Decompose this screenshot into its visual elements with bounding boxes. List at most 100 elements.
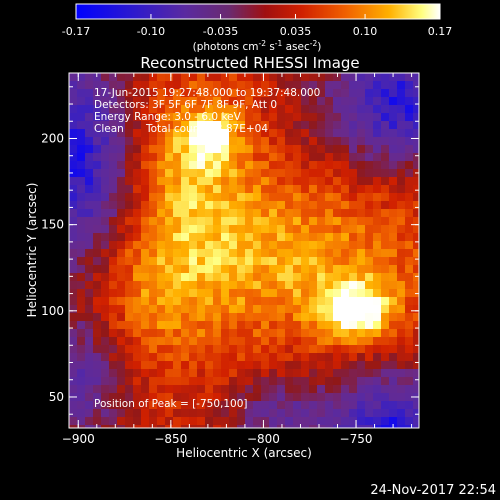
heatmap-cell (413, 225, 419, 234)
heatmap-cell (389, 169, 398, 178)
heatmap-cell (69, 97, 78, 106)
heatmap-cell (245, 377, 254, 386)
heatmap-cell (173, 265, 182, 274)
heatmap-cell (77, 401, 86, 410)
heatmap-cell (213, 417, 222, 426)
heatmap-cell (237, 113, 246, 122)
heatmap-cell (277, 249, 286, 258)
heatmap-cell (349, 137, 358, 146)
heatmap-cell (197, 121, 206, 130)
heatmap-cell (181, 393, 190, 402)
heatmap-cell (349, 193, 358, 202)
heatmap-cell (349, 345, 358, 354)
heatmap-cell (141, 185, 150, 194)
heatmap-cell (349, 249, 358, 258)
heatmap-cell (333, 81, 342, 90)
heatmap-cell (93, 385, 102, 394)
heatmap-cell (173, 97, 182, 106)
heatmap-cell (373, 273, 382, 282)
heatmap-cell (397, 121, 406, 130)
heatmap-cell (277, 185, 286, 194)
heatmap-cell (325, 169, 334, 178)
heatmap-cell (381, 249, 390, 258)
heatmap-cell (341, 393, 350, 402)
heatmap-cell (365, 217, 374, 226)
heatmap-cell (405, 129, 414, 138)
heatmap-cell (405, 417, 414, 426)
heatmap-cell (221, 201, 230, 210)
heatmap-cell (221, 217, 230, 226)
annotation-energy-range: Energy Range: 3.0 - 6.0 keV (94, 111, 242, 123)
heatmap-cell (309, 297, 318, 306)
heatmap-cell (293, 377, 302, 386)
heatmap-cell (397, 113, 406, 122)
heatmap-cell (93, 289, 102, 298)
heatmap-cell (149, 289, 158, 298)
heatmap-cell (293, 417, 302, 426)
heatmap-cell (245, 169, 254, 178)
x-tick-label: −900 (62, 432, 95, 446)
heatmap-cell (389, 97, 398, 106)
heatmap-cell (317, 81, 326, 90)
heatmap-cell (317, 89, 326, 98)
heatmap-cell (117, 409, 126, 418)
heatmap-cell (357, 193, 366, 202)
heatmap-cell (413, 377, 419, 386)
heatmap-cell (133, 209, 142, 218)
heatmap-cell (405, 289, 414, 298)
heatmap-cell (189, 305, 198, 314)
heatmap-cell (301, 257, 310, 266)
heatmap-cell (277, 145, 286, 154)
heatmap-cell (189, 329, 198, 338)
heatmap-cell (133, 73, 142, 82)
heatmap-cell (261, 289, 270, 298)
heatmap-cell (69, 169, 78, 178)
heatmap-cell (205, 385, 214, 394)
heatmap-cell (365, 249, 374, 258)
heatmap-cell (77, 313, 86, 322)
heatmap-cell (205, 297, 214, 306)
heatmap-cell (165, 353, 174, 362)
heatmap-cell (349, 105, 358, 114)
heatmap-cell (125, 185, 134, 194)
heatmap-cell (165, 297, 174, 306)
heatmap-cell (213, 337, 222, 346)
heatmap-cell (165, 113, 174, 122)
heatmap-cell (405, 201, 414, 210)
heatmap-cell (349, 129, 358, 138)
heatmap-cell (333, 129, 342, 138)
heatmap-cell (221, 425, 230, 428)
heatmap-cell (405, 361, 414, 370)
heatmap-cell (205, 73, 214, 82)
heatmap-cell (149, 153, 158, 162)
heatmap-cell (349, 233, 358, 242)
heatmap-cell (381, 321, 390, 330)
heatmap-cell (341, 337, 350, 346)
heatmap-cell (301, 297, 310, 306)
heatmap-cell (301, 337, 310, 346)
heatmap-cell (125, 169, 134, 178)
heatmap-cell (77, 425, 86, 428)
heatmap-cell (213, 297, 222, 306)
heatmap-cell (189, 209, 198, 218)
heatmap-cell (93, 169, 102, 178)
heatmap-cell (149, 313, 158, 322)
heatmap-cell (365, 425, 374, 428)
heatmap-cell (301, 97, 310, 106)
heatmap-cell (117, 233, 126, 242)
heatmap-cell (205, 353, 214, 362)
heatmap-cell (173, 361, 182, 370)
heatmap-cell (405, 105, 414, 114)
heatmap-cell (197, 345, 206, 354)
heatmap-cell (365, 145, 374, 154)
heatmap-cell (309, 153, 318, 162)
heatmap-cell (157, 417, 166, 426)
heatmap-cell (397, 417, 406, 426)
heatmap-cell (85, 289, 94, 298)
heatmap-cell (317, 177, 326, 186)
heatmap-cell (197, 193, 206, 202)
heatmap-cell (165, 209, 174, 218)
heatmap-cell (213, 153, 222, 162)
heatmap-cell (221, 401, 230, 410)
heatmap-cell (269, 209, 278, 218)
